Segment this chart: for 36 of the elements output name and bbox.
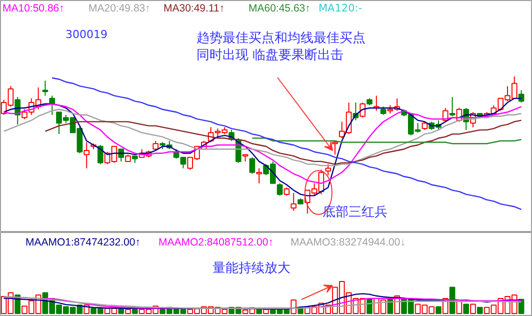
candlestick xyxy=(152,140,159,151)
bar xyxy=(290,300,297,314)
candlestick xyxy=(360,102,366,118)
candlestick xyxy=(276,182,283,196)
bar xyxy=(442,298,448,314)
annotation: 底部三红兵 xyxy=(322,205,388,220)
candlestick xyxy=(84,142,90,169)
candlestick xyxy=(449,96,456,117)
bar xyxy=(476,306,483,314)
text: MA10:50.86↑ xyxy=(2,2,64,14)
bar xyxy=(436,306,442,314)
text: 300019 xyxy=(66,28,108,41)
candlestick xyxy=(290,192,297,212)
candlestick xyxy=(325,164,332,176)
bar xyxy=(125,308,131,314)
bar xyxy=(394,295,400,314)
text: MA120:- xyxy=(318,2,362,14)
bar xyxy=(84,304,90,314)
bar xyxy=(463,304,470,314)
text: 量能持续放大 xyxy=(212,261,290,276)
text: MA20:49.83↑ xyxy=(88,2,150,14)
candlestick xyxy=(332,140,338,156)
text: MA60:45.63↑ xyxy=(248,2,310,14)
text: MAAMO1:87474232.00↑ xyxy=(26,236,140,248)
text: MAAMO3:83274944.00↓ xyxy=(290,236,406,248)
text: MA30:49.11↑ xyxy=(164,2,225,14)
candlestick xyxy=(256,168,262,184)
text: MAAMO2:84087512.00↑ xyxy=(158,236,274,248)
bar xyxy=(470,304,476,314)
candlestick xyxy=(97,144,104,165)
candlestick xyxy=(42,80,48,96)
bar xyxy=(132,308,138,314)
bar xyxy=(263,308,269,314)
text: 趋势最佳买点和均线最佳买点同时出现 临盘要果断出击 xyxy=(196,31,366,63)
candlestick xyxy=(249,156,256,174)
candlestick xyxy=(49,95,56,116)
